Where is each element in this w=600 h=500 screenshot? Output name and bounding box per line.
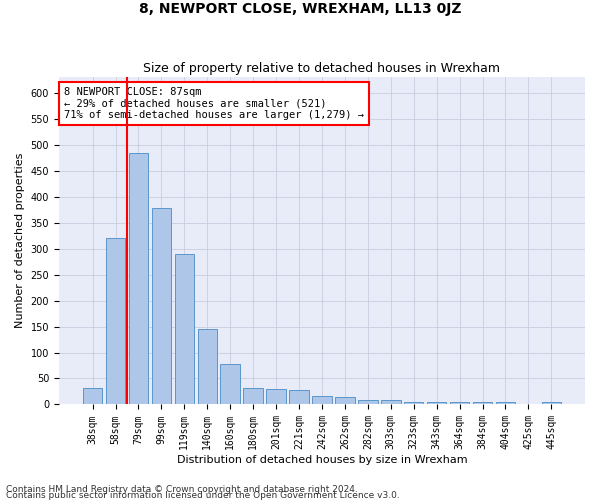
Bar <box>335 396 355 404</box>
Bar <box>197 329 217 404</box>
Bar <box>381 400 401 404</box>
Bar <box>106 238 125 404</box>
Bar <box>175 254 194 404</box>
Bar <box>289 390 309 404</box>
X-axis label: Distribution of detached houses by size in Wrexham: Distribution of detached houses by size … <box>176 455 467 465</box>
Y-axis label: Number of detached properties: Number of detached properties <box>15 153 25 328</box>
Bar <box>404 402 424 404</box>
Bar <box>244 388 263 404</box>
Bar <box>220 364 240 405</box>
Bar <box>542 402 561 404</box>
Bar <box>427 402 446 404</box>
Text: Contains public sector information licensed under the Open Government Licence v3: Contains public sector information licen… <box>6 490 400 500</box>
Bar <box>266 389 286 404</box>
Text: 8 NEWPORT CLOSE: 87sqm
← 29% of detached houses are smaller (521)
71% of semi-de: 8 NEWPORT CLOSE: 87sqm ← 29% of detached… <box>64 87 364 120</box>
Bar <box>450 402 469 404</box>
Bar <box>496 402 515 404</box>
Text: 8, NEWPORT CLOSE, WREXHAM, LL13 0JZ: 8, NEWPORT CLOSE, WREXHAM, LL13 0JZ <box>139 2 461 16</box>
Title: Size of property relative to detached houses in Wrexham: Size of property relative to detached ho… <box>143 62 500 74</box>
Bar <box>128 153 148 405</box>
Bar <box>473 402 492 404</box>
Text: Contains HM Land Registry data © Crown copyright and database right 2024.: Contains HM Land Registry data © Crown c… <box>6 484 358 494</box>
Bar <box>312 396 332 404</box>
Bar <box>152 208 171 404</box>
Bar <box>358 400 377 404</box>
Bar <box>83 388 103 404</box>
